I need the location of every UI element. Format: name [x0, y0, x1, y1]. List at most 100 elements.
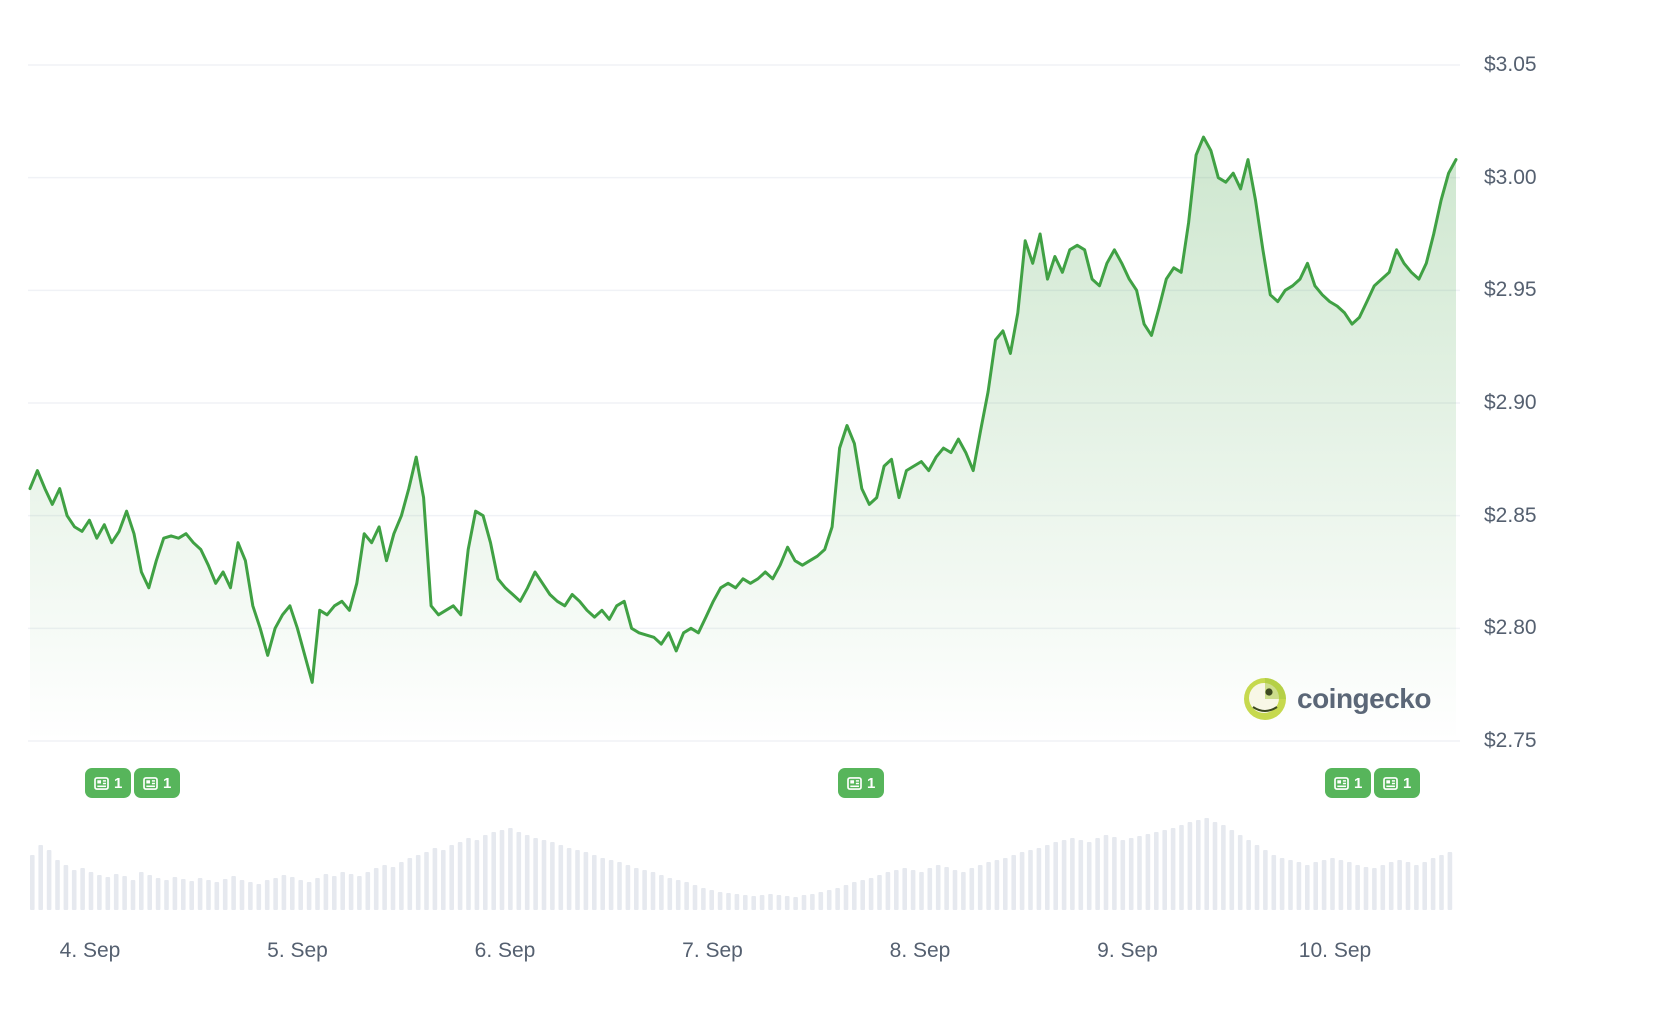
volume-bar [88, 872, 94, 910]
volume-bar [457, 842, 463, 910]
price-area-fill [30, 137, 1456, 742]
news-marker-badge[interactable]: 1 [85, 768, 132, 798]
volume-bar [675, 880, 681, 910]
volume-bar [1221, 825, 1226, 910]
volume-bar [961, 872, 966, 910]
volume-bar [197, 878, 203, 910]
volume-bar [927, 868, 933, 910]
volume-bar [801, 895, 807, 910]
volume-bar [38, 845, 43, 910]
volume-bar [449, 845, 454, 910]
volume-bar [365, 872, 371, 910]
volume-bar [701, 888, 706, 910]
volume-bar [97, 875, 102, 910]
volume-bar [206, 880, 211, 910]
volume-bar [466, 838, 471, 910]
volume-bar [122, 876, 127, 910]
volume-bar [608, 860, 614, 910]
volume-bar [1279, 858, 1285, 910]
volume-bar [1204, 818, 1209, 910]
volume-bar [508, 828, 513, 910]
volume-bar [499, 830, 505, 910]
volume-bar [390, 867, 396, 910]
volume-bar [415, 855, 421, 910]
x-axis-label: 5. Sep [267, 939, 328, 962]
volume-bar [835, 888, 840, 910]
volume-bar [894, 870, 899, 910]
volume-bar [1447, 852, 1453, 910]
volume-bar [181, 879, 186, 910]
volume-bar [759, 895, 765, 910]
volume-bar [1128, 838, 1134, 910]
volume-bar [105, 877, 111, 910]
volume-bar [642, 870, 647, 910]
volume-bar [264, 880, 270, 910]
volume-bar [1330, 858, 1335, 910]
volume-bar [818, 892, 824, 910]
volume-bar [575, 850, 580, 910]
y-axis-label: $3.05 [1484, 53, 1537, 76]
volume-bar [877, 875, 882, 910]
volume-bar [1372, 868, 1377, 910]
newspaper-icon [94, 776, 109, 790]
volume-bar [1271, 855, 1277, 910]
volume-bar [743, 895, 748, 910]
volume-bar [566, 848, 572, 910]
volume-bar [1145, 834, 1151, 910]
volume-bar [1196, 820, 1201, 910]
y-axis-label: $2.75 [1484, 729, 1537, 752]
x-axis-label: 4. Sep [59, 939, 121, 962]
volume-bar [315, 878, 320, 910]
x-axis-label: 9. Sep [1097, 939, 1158, 962]
volume-bar [298, 880, 303, 910]
volume-bar [1036, 848, 1042, 910]
coingecko-watermark[interactable]: coingecko [1243, 677, 1431, 721]
volume-bar [1154, 832, 1159, 910]
volume-bar [533, 838, 538, 910]
volume-bar [1363, 867, 1369, 910]
newspaper-icon [847, 776, 862, 790]
volume-bar [1237, 835, 1243, 910]
volume-bar [281, 875, 287, 910]
volume-bar [1137, 836, 1142, 910]
volume-bar [843, 885, 849, 910]
news-marker-badge[interactable]: 1 [1374, 768, 1421, 798]
news-marker-badge[interactable]: 1 [134, 768, 181, 798]
y-axis-label: $3.00 [1484, 165, 1537, 189]
volume-bar [139, 872, 144, 910]
volume-bar [357, 876, 362, 910]
volume-bar [1103, 835, 1109, 910]
volume-bar [659, 875, 664, 910]
volume-bar [1070, 838, 1075, 910]
volume-bar [1439, 855, 1444, 910]
volume-bar [80, 868, 85, 910]
volume-bar [1045, 845, 1050, 910]
volume-bar [323, 874, 329, 910]
volume-bar [1313, 862, 1318, 910]
volume-bar [231, 876, 236, 910]
volume-bar [1212, 822, 1218, 910]
volume-bar [239, 880, 245, 910]
volume-bar [1338, 860, 1344, 910]
volume-bar [214, 882, 220, 910]
news-count: 1 [1403, 774, 1412, 792]
newspaper-icon [1334, 776, 1349, 790]
volume-bar [709, 890, 714, 910]
news-marker-badge[interactable]: 1 [838, 768, 885, 798]
volume-bar [810, 894, 815, 910]
volume-bar [592, 855, 597, 910]
volume-bar [1011, 855, 1016, 910]
volume-bar [71, 870, 77, 910]
volume-bar [600, 858, 605, 910]
volume-bar [306, 882, 312, 910]
volume-bar [1162, 830, 1167, 910]
volume-bar [1028, 850, 1033, 910]
volume-bar [256, 884, 262, 910]
x-axis-label: 6. Sep [474, 939, 536, 962]
volume-bar [952, 870, 958, 910]
news-marker-badge[interactable]: 1 [1325, 768, 1372, 798]
volume-bar [541, 840, 547, 910]
volume-bar [1078, 840, 1084, 910]
volume-bar [852, 882, 857, 910]
